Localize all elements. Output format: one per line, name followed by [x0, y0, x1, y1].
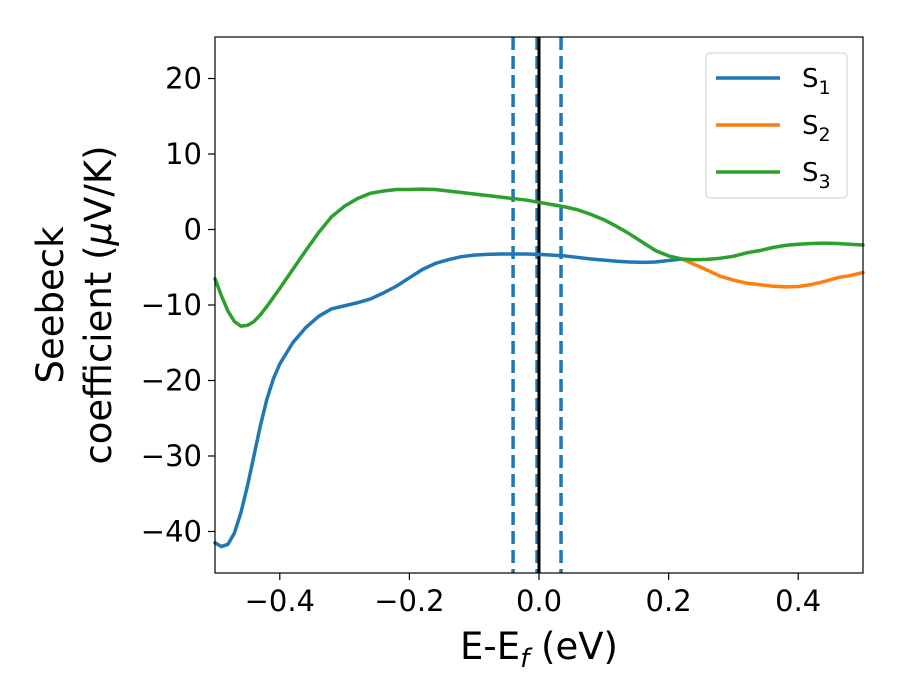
- legend: S1 S2 S3: [705, 52, 848, 199]
- vertical-reference-lines: [511, 37, 563, 573]
- y-tick-label: −10: [141, 288, 202, 322]
- y-axis-label-line1: Seebeck: [29, 226, 72, 384]
- y-tick-label: 10: [165, 137, 202, 171]
- x-axis-label: E-Ef (eV): [460, 625, 618, 674]
- y-tick-label: 20: [165, 62, 202, 96]
- y-axis-label-line2: coefficient (μV/K): [77, 145, 120, 464]
- x-tick-label: −0.2: [374, 584, 444, 618]
- y-axis-label: Seebeck coefficient (μV/K): [29, 145, 120, 464]
- x-tick-label: 0.0: [516, 584, 562, 618]
- y-tick-label: −40: [141, 514, 202, 548]
- series-line-s2: [679, 257, 865, 289]
- legend-label-s2: S2: [802, 111, 831, 146]
- x-axis-ticks: −0.4 −0.2 0.0 0.2 0.4: [245, 573, 821, 618]
- series-line-s1: [213, 252, 684, 549]
- series-lines: [213, 187, 865, 549]
- x-tick-label: −0.4: [245, 584, 315, 618]
- series-line-s3: [213, 187, 865, 328]
- y-tick-label: 0: [184, 213, 202, 247]
- y-tick-label: −30: [141, 439, 202, 473]
- y-tick-label: −20: [141, 363, 202, 397]
- x-tick-label: 0.2: [646, 584, 692, 618]
- legend-label-s3: S3: [802, 158, 831, 193]
- y-axis-ticks: 20 10 0 −10 −20 −30 −40: [141, 62, 215, 548]
- legend-label-s1: S1: [802, 64, 831, 99]
- x-tick-label: 0.4: [775, 584, 821, 618]
